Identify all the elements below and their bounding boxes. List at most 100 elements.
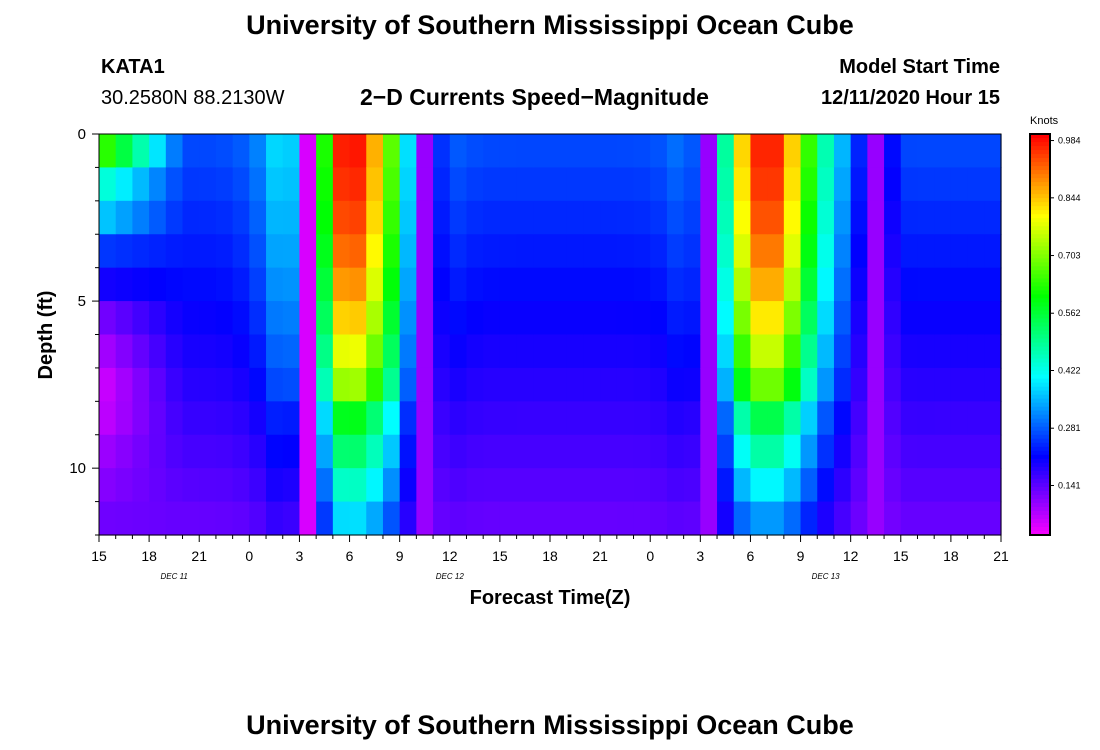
heatmap-cell <box>99 434 117 469</box>
heatmap-cell <box>332 434 351 469</box>
heatmap-cell <box>499 167 518 202</box>
heatmap-cell <box>466 434 484 469</box>
heatmap-cell <box>449 134 468 169</box>
heatmap-cell <box>616 167 635 202</box>
heatmap-cell <box>466 234 484 269</box>
heatmap-cell <box>399 367 417 402</box>
colorbar-segment <box>1030 282 1050 287</box>
heatmap-cell <box>633 468 651 503</box>
heatmap-cell <box>349 434 367 469</box>
heatmap-cell <box>717 167 735 202</box>
heatmap-cell <box>600 200 618 235</box>
heatmap-cell <box>917 501 935 536</box>
heatmap-cell <box>466 134 484 169</box>
heatmap-cell <box>449 501 468 536</box>
heatmap-cell <box>466 167 484 202</box>
colorbar-segment <box>1030 214 1050 219</box>
heatmap-cell <box>316 367 334 402</box>
heatmap-cell <box>282 301 301 336</box>
heatmap-cell <box>583 267 601 302</box>
heatmap-cell <box>750 334 768 369</box>
heatmap-cell <box>600 367 618 402</box>
heatmap-cell <box>199 434 217 469</box>
heatmap-cell <box>733 267 752 302</box>
colorbar-segment <box>1030 274 1050 279</box>
heatmap-cell <box>132 134 150 169</box>
heatmap-cell <box>984 401 1002 436</box>
heatmap-cell <box>733 134 752 169</box>
heatmap-cell <box>733 234 752 269</box>
heatmap-cell <box>215 334 234 369</box>
heatmap-cell <box>583 167 601 202</box>
heatmap-cell <box>633 367 651 402</box>
heatmap-cell <box>800 301 818 336</box>
colorbar-segment <box>1030 258 1050 263</box>
heatmap-cell <box>600 468 618 503</box>
heatmap-cell <box>833 301 852 336</box>
heatmap-cell <box>149 501 167 536</box>
colorbar-segment <box>1030 418 1050 424</box>
heatmap-cell <box>583 434 601 469</box>
heatmap-cell <box>366 468 384 503</box>
heatmap-cell <box>266 200 284 235</box>
heatmap-cell <box>817 267 835 302</box>
heatmap-cell <box>783 234 802 269</box>
heatmap-cell <box>650 468 668 503</box>
colorbar-segment <box>1030 426 1050 432</box>
heatmap-cell <box>767 301 785 336</box>
heatmap-cell <box>516 501 534 536</box>
heatmap-cell <box>700 334 718 369</box>
heatmap-cell <box>449 401 468 436</box>
heatmap-cell <box>967 401 985 436</box>
heatmap-cell <box>850 234 868 269</box>
heatmap-cell <box>750 367 768 402</box>
heatmap-cell <box>884 401 902 436</box>
colorbar-segment <box>1030 314 1050 320</box>
heatmap-cell <box>416 301 434 336</box>
y-tick-label: 10 <box>69 460 86 477</box>
colorbar-tick-label: 0.281 <box>1058 423 1081 433</box>
heatmap-cell <box>449 367 468 402</box>
x-axis: 15 18 21 0 3 6 9 12 15 18 21 0 3 6 9 12 15 18 21 DEC 11 DEC … <box>91 535 1009 581</box>
heatmap-cell <box>967 134 985 169</box>
heatmap-cell <box>199 468 217 503</box>
heatmap-cell <box>533 401 551 436</box>
heatmap-cell <box>382 301 401 336</box>
heatmap-cell <box>132 234 150 269</box>
heatmap-cell <box>833 501 852 536</box>
colorbar-segment <box>1030 146 1050 151</box>
heatmap-cell <box>349 301 367 336</box>
heatmap-cell <box>884 200 902 235</box>
heatmap-cell <box>967 334 985 369</box>
heatmap-cell <box>767 167 785 202</box>
heatmap-cell <box>149 334 167 369</box>
heatmap-cell <box>232 301 250 336</box>
heatmap-cell <box>900 267 919 302</box>
colorbar-segment <box>1030 362 1050 368</box>
heatmap-cell <box>600 434 618 469</box>
heatmap-cell <box>934 267 952 302</box>
colorbar-unit: Knots <box>1030 115 1059 127</box>
heatmap-cell <box>850 167 868 202</box>
heatmap-cell <box>967 167 985 202</box>
heatmap-cell <box>199 200 217 235</box>
heatmap-cell <box>767 234 785 269</box>
heatmap-cell <box>132 334 150 369</box>
heatmap-cell <box>99 501 117 536</box>
heatmap-cell <box>516 468 534 503</box>
heatmap-cell <box>115 334 133 369</box>
heatmap-cell <box>967 501 985 536</box>
colorbar-segment <box>1030 478 1050 484</box>
chart-subtitle: 2−D Currents Speed−Magnitude <box>360 84 709 110</box>
heatmap-cell <box>984 434 1002 469</box>
heatmap-cell <box>550 267 568 302</box>
heatmap-cell <box>917 167 935 202</box>
heatmap-cell <box>800 501 818 536</box>
heatmap-cell <box>382 200 401 235</box>
heatmap-cell <box>416 234 434 269</box>
heatmap-cell <box>583 234 601 269</box>
heatmap-cell <box>199 134 217 169</box>
x-tick-label: 6 <box>747 548 755 564</box>
heatmap-cell <box>316 468 334 503</box>
heatmap-cell <box>299 367 317 402</box>
